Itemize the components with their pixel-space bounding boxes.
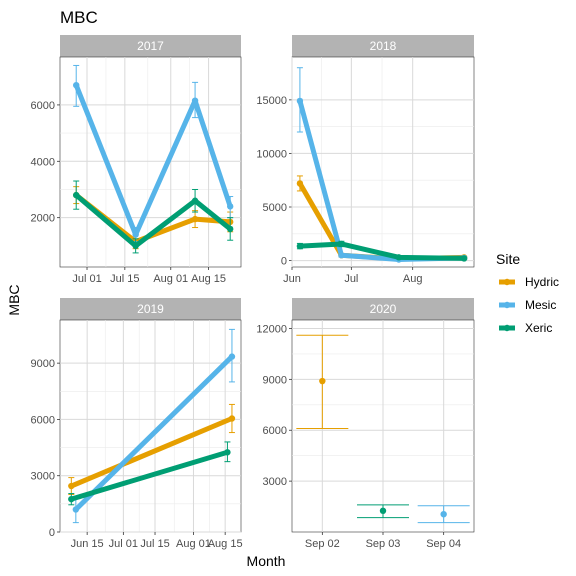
x-tick-label: Aug 01 xyxy=(153,273,188,285)
series-hydric xyxy=(68,403,236,495)
facet-panel-2020: 2020 3000 6000 9000 12000 Sep 02 Sep 03 Sep 04 xyxy=(256,298,475,550)
legend-label: Xeric xyxy=(525,321,552,335)
chart-title: MBC xyxy=(60,8,98,27)
facet-strip-label: 2019 xyxy=(137,302,164,316)
series-line xyxy=(73,354,235,512)
x-tick-label: Aug xyxy=(403,273,423,285)
series-xeric xyxy=(68,441,231,506)
series-line xyxy=(73,192,233,249)
data-point xyxy=(338,240,345,248)
y-tick-label: 5000 xyxy=(263,202,287,214)
data-point xyxy=(460,255,468,262)
legend: Site Hydric Mesic Xeric xyxy=(496,251,559,335)
x-tick-label: Jun 15 xyxy=(71,538,104,550)
y-tick-label: 6000 xyxy=(263,425,287,437)
data-point xyxy=(73,81,80,89)
legend-key-point xyxy=(503,301,511,309)
data-point xyxy=(379,507,387,514)
y-tick-label: 9000 xyxy=(263,374,287,386)
x-tick-label: Jun xyxy=(283,273,301,285)
y-tick-label: 9000 xyxy=(31,358,55,370)
x-tick-label: Sep 02 xyxy=(305,538,340,550)
facet-strip xyxy=(60,298,241,320)
x-tick-label: Aug 15 xyxy=(191,273,226,285)
series-mesic xyxy=(72,328,236,524)
series-line xyxy=(297,241,467,261)
y-tick-label: 2000 xyxy=(31,213,55,225)
facet-strip xyxy=(292,35,474,57)
x-tick-label: Aug 15 xyxy=(208,538,243,550)
y-tick-label: 15000 xyxy=(256,95,287,107)
data-point xyxy=(338,252,345,259)
legend-item-hydric: Hydric xyxy=(499,275,559,289)
data-point xyxy=(191,215,199,223)
data-point xyxy=(228,415,236,422)
facet-strip xyxy=(292,298,474,320)
data-point xyxy=(440,510,447,518)
data-point xyxy=(224,449,231,456)
x-tick-label: Jul xyxy=(344,273,358,285)
x-tick-label: Sep 03 xyxy=(366,538,401,550)
series-xeric xyxy=(73,180,234,254)
y-tick-label: 12000 xyxy=(256,323,287,335)
x-tick-label: Jul 01 xyxy=(109,538,138,550)
x-axis-title: Month xyxy=(247,553,286,569)
x-tick-label: Jul 01 xyxy=(72,273,101,285)
facet-strip-label: 2018 xyxy=(370,39,397,53)
y-tick-label: 6000 xyxy=(31,414,55,426)
y-tick-label: 6000 xyxy=(31,100,55,112)
legend-key-point xyxy=(503,324,511,332)
data-point xyxy=(226,203,234,210)
data-point xyxy=(68,482,75,490)
data-point xyxy=(226,225,234,233)
facet-strip xyxy=(60,35,241,57)
y-tick-label: 0 xyxy=(281,256,287,268)
series-hydric xyxy=(296,334,349,430)
data-point xyxy=(395,254,403,261)
legend-item-xeric: Xeric xyxy=(499,321,552,335)
x-tick-label: Jul 15 xyxy=(110,273,139,285)
data-point xyxy=(296,242,304,250)
legend-label: Mesic xyxy=(525,298,556,312)
panel-frame xyxy=(291,56,475,268)
facet-strip-label: 2020 xyxy=(370,302,397,316)
data-point xyxy=(132,242,139,250)
facet-panel-2019: 2019 0 3000 6000 9000 Jun 15 Jul 01 Jul 15 Aug 0… xyxy=(31,298,243,550)
series-mesic xyxy=(417,505,470,524)
legend-label: Hydric xyxy=(525,275,559,289)
y-tick-label: 4000 xyxy=(31,156,55,168)
x-tick-label: Jul 15 xyxy=(140,538,169,550)
data-point xyxy=(132,231,139,238)
facet-panel-2018: 2018 0 5000 10000 15000 Jun Jul Aug xyxy=(256,35,475,285)
data-point xyxy=(191,97,199,104)
legend-title: Site xyxy=(496,251,520,267)
data-point xyxy=(319,377,326,385)
x-tick-label: Sep 04 xyxy=(426,538,461,550)
y-tick-label: 3000 xyxy=(31,471,55,483)
facet-panel-2017: 2017 2000 4000 6000 Jul 01 Jul 15 Aug 01 Aug 15 xyxy=(31,35,242,285)
y-tick-label: 10000 xyxy=(256,148,287,160)
data-point xyxy=(296,180,304,187)
data-point xyxy=(296,97,304,105)
data-point xyxy=(228,353,236,360)
data-point xyxy=(73,191,80,199)
series-line xyxy=(68,415,235,489)
legend-item-mesic: Mesic xyxy=(499,298,556,312)
series-mesic xyxy=(73,64,234,243)
series-xeric xyxy=(357,504,409,519)
data-point xyxy=(72,506,80,513)
legend-key-point xyxy=(503,278,511,286)
series-line xyxy=(68,449,230,502)
x-tick-label: Aug 01 xyxy=(176,538,211,550)
facet-strip-label: 2017 xyxy=(137,39,164,53)
series-xeric xyxy=(296,240,468,262)
y-tick-label: 0 xyxy=(49,527,55,539)
series-line xyxy=(73,82,233,238)
y-axis-title: MBC xyxy=(6,284,22,315)
data-point xyxy=(68,495,75,503)
data-point xyxy=(191,197,199,204)
y-tick-label: 3000 xyxy=(263,476,287,488)
